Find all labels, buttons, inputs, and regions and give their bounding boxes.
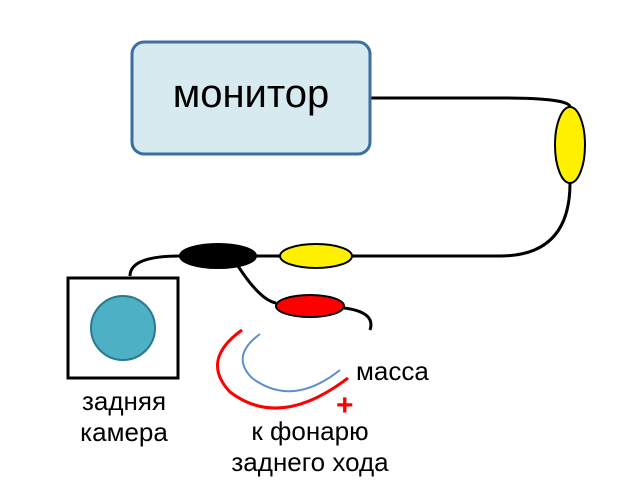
connector-yellow-mid (280, 244, 352, 268)
wire-red-tail (344, 308, 371, 330)
wire-black-to-red (238, 266, 276, 303)
connector-black-splice (180, 244, 256, 268)
monitor-label: монитор (132, 70, 370, 118)
wire-black-to-camera (130, 256, 180, 276)
fonar-label-line2: заднего хода (200, 447, 420, 478)
camera-label-line2: камера (54, 417, 194, 448)
mass-label: масса (356, 356, 429, 387)
connector-yellow-right (555, 107, 585, 183)
wire-right-down (352, 183, 570, 256)
wire-mass-red (218, 330, 349, 408)
camera-lens (91, 296, 155, 360)
camera-label-line1: задняя (54, 386, 194, 417)
connector-red (276, 295, 344, 317)
camera-label: задняя камера (54, 386, 194, 448)
fonar-label-line1: к фонарю (200, 416, 420, 447)
fonar-label: к фонарю заднего хода (200, 416, 420, 478)
wire-mass-blue (243, 334, 340, 391)
wire-monitor-out (370, 98, 570, 107)
